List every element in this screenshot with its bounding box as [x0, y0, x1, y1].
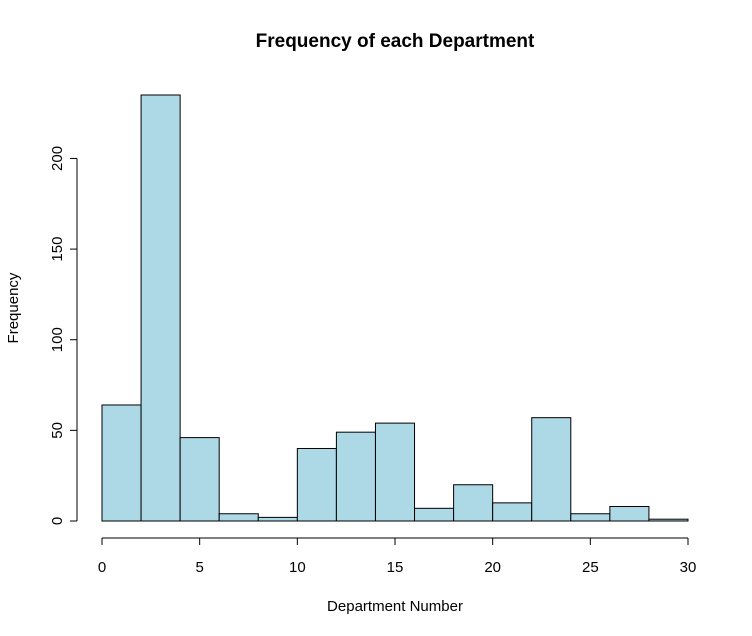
- y-tick-label: 100: [49, 327, 66, 352]
- histogram-bar: [374, 422, 416, 522]
- x-tick-label: 15: [387, 559, 404, 576]
- histogram-bar: [648, 518, 689, 522]
- bars-group: [101, 94, 689, 522]
- x-axis-label: Department Number: [327, 598, 463, 615]
- x-tick-label: 0: [98, 559, 106, 576]
- y-axis-label: Frequency: [5, 272, 22, 343]
- x-tick-label: 20: [484, 559, 501, 576]
- y-tick-label: 150: [49, 237, 66, 262]
- histogram-bar: [570, 513, 611, 522]
- y-tick-label: 0: [49, 517, 66, 525]
- x-tick-label: 25: [582, 559, 599, 576]
- x-axis: 0 5 10 15 20 25 30: [98, 537, 697, 576]
- x-tick-label: 10: [289, 559, 306, 576]
- histogram-bar: [609, 505, 650, 522]
- histogram-bar: [453, 484, 494, 522]
- chart-title: Frequency of each Department: [256, 31, 535, 52]
- histogram-bar: [492, 502, 533, 522]
- y-tick-label: 50: [49, 422, 66, 439]
- histogram-bar: [140, 94, 181, 522]
- histogram-bar: [218, 513, 259, 522]
- histogram-bar: [257, 516, 298, 522]
- histogram-bar: [101, 404, 142, 522]
- histogram-bar: [414, 507, 455, 522]
- y-axis: 0 50 100 150 200: [49, 146, 78, 525]
- histogram-bar: [296, 447, 337, 522]
- x-tick-label: 30: [680, 559, 697, 576]
- x-tick-label: 5: [195, 559, 203, 576]
- y-tick-label: 200: [49, 146, 66, 171]
- histogram-bar: [531, 417, 572, 522]
- histogram-bar: [179, 437, 220, 522]
- histogram-bar: [335, 431, 376, 522]
